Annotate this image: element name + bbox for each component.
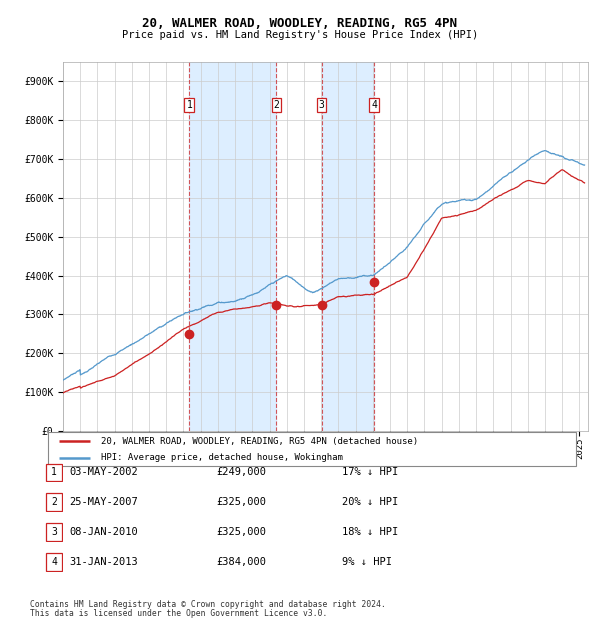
Text: £325,000: £325,000 <box>216 527 266 537</box>
Bar <box>190 62 277 431</box>
Text: 2: 2 <box>274 100 280 110</box>
Text: 20, WALMER ROAD, WOODLEY, READING, RG5 4PN: 20, WALMER ROAD, WOODLEY, READING, RG5 4… <box>143 17 458 30</box>
Text: 20% ↓ HPI: 20% ↓ HPI <box>342 497 398 507</box>
Text: 03-MAY-2002: 03-MAY-2002 <box>69 467 138 477</box>
Text: 3: 3 <box>319 100 325 110</box>
Text: 31-JAN-2013: 31-JAN-2013 <box>69 557 138 567</box>
Text: 18% ↓ HPI: 18% ↓ HPI <box>342 527 398 537</box>
Text: 2: 2 <box>51 497 57 507</box>
Text: 4: 4 <box>51 557 57 567</box>
Text: 20, WALMER ROAD, WOODLEY, READING, RG5 4PN (detached house): 20, WALMER ROAD, WOODLEY, READING, RG5 4… <box>101 437 418 446</box>
Text: £325,000: £325,000 <box>216 497 266 507</box>
Text: 1: 1 <box>51 467 57 477</box>
Bar <box>322 62 374 431</box>
Text: HPI: Average price, detached house, Wokingham: HPI: Average price, detached house, Woki… <box>101 453 343 463</box>
Text: 3: 3 <box>51 527 57 537</box>
Text: 4: 4 <box>371 100 377 110</box>
Text: £249,000: £249,000 <box>216 467 266 477</box>
Text: This data is licensed under the Open Government Licence v3.0.: This data is licensed under the Open Gov… <box>30 608 328 618</box>
Text: £384,000: £384,000 <box>216 557 266 567</box>
Text: 08-JAN-2010: 08-JAN-2010 <box>69 527 138 537</box>
Text: 1: 1 <box>187 100 192 110</box>
Text: Price paid vs. HM Land Registry's House Price Index (HPI): Price paid vs. HM Land Registry's House … <box>122 30 478 40</box>
Text: Contains HM Land Registry data © Crown copyright and database right 2024.: Contains HM Land Registry data © Crown c… <box>30 600 386 609</box>
Text: 25-MAY-2007: 25-MAY-2007 <box>69 497 138 507</box>
Text: 9% ↓ HPI: 9% ↓ HPI <box>342 557 392 567</box>
Text: 17% ↓ HPI: 17% ↓ HPI <box>342 467 398 477</box>
